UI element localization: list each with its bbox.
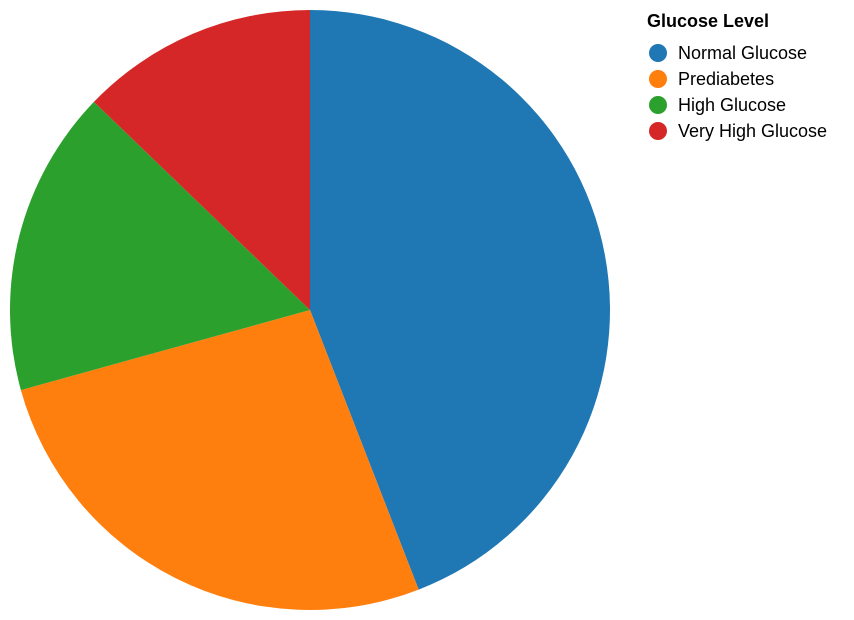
- pie-slice-prediabetes: [20, 310, 419, 610]
- legend-label-normal-glucose: Normal Glucose: [678, 43, 807, 63]
- legend-items: Normal Glucose Prediabetes High Glucose Ver…: [649, 43, 827, 141]
- legend-label-prediabetes: Prediabetes: [678, 69, 774, 89]
- legend-item-normal-glucose: Normal Glucose: [649, 43, 807, 63]
- legend: Glucose Level Normal Glucose Prediabetes H…: [647, 11, 827, 141]
- legend-symbol-high-glucose: [649, 96, 667, 114]
- legend-label-very-high-glucose: Very High Glucose: [678, 121, 827, 141]
- pie-slice-very-high-glucose: [93, 10, 310, 310]
- legend-item-prediabetes: Prediabetes: [649, 69, 774, 89]
- legend-symbol-very-high-glucose: [649, 122, 667, 140]
- pie-slice-high-glucose: [9, 101, 310, 391]
- legend-label-high-glucose: High Glucose: [678, 95, 786, 115]
- pie-slice-normal-glucose: [310, 10, 610, 590]
- pie-slices: [9, 10, 610, 610]
- legend-item-high-glucose: High Glucose: [649, 95, 786, 115]
- legend-symbol-prediabetes: [649, 70, 667, 88]
- legend-item-very-high-glucose: Very High Glucose: [649, 121, 827, 141]
- legend-symbol-normal-glucose: [649, 44, 667, 62]
- legend-title: Glucose Level: [647, 11, 769, 31]
